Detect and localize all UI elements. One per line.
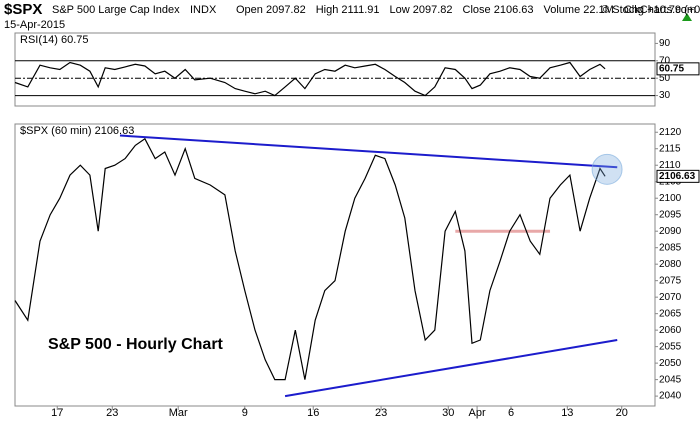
x-tick-label: 20 xyxy=(616,407,628,419)
rsi-panel xyxy=(14,32,656,107)
price-label: $SPX (60 min) 2106.63 xyxy=(20,125,134,137)
price-line xyxy=(14,137,606,381)
y-tick-label: 2075 xyxy=(659,275,682,286)
index-name: S&P 500 Large Cap Index xyxy=(52,4,180,16)
stat: High 2111.91 xyxy=(316,4,380,16)
y-tick-label: 2045 xyxy=(659,374,682,385)
rsi-label: RSI(14) 60.75 xyxy=(20,34,88,46)
x-tick-label: 23 xyxy=(375,407,387,419)
y-tick-label: 2120 xyxy=(659,127,682,138)
y-tick-label: 50 xyxy=(659,73,671,84)
y-tick-label: 90 xyxy=(659,38,671,49)
exchange: INDX xyxy=(190,4,217,16)
y-tick-label: 2110 xyxy=(659,160,681,171)
stat: Low 2097.82 xyxy=(390,4,453,16)
x-tick-label: 16 xyxy=(307,407,319,419)
y-tick-label: 2085 xyxy=(659,242,682,253)
stat: Close 2106.63 xyxy=(463,4,534,16)
source: © StockCharts.com xyxy=(601,4,696,16)
x-tick-label: 30 xyxy=(442,407,454,419)
x-tick-label: 17 xyxy=(51,407,63,419)
price-panel xyxy=(14,123,656,407)
trendline xyxy=(284,339,618,398)
x-tick-label: Apr xyxy=(469,407,486,419)
x-tick-label: 13 xyxy=(561,407,573,419)
stat: Chg +10.79 (+0.51%) xyxy=(624,4,700,16)
last-value: 2106.63 xyxy=(659,171,696,182)
rsi-line xyxy=(14,61,606,97)
y-tick-label: 2115 xyxy=(659,143,681,154)
trendline xyxy=(119,134,618,169)
y-tick-label: 2100 xyxy=(659,193,682,204)
last-value: 60.75 xyxy=(659,63,684,74)
last-value-box xyxy=(656,169,700,183)
x-tick-label: 6 xyxy=(508,407,514,419)
y-tick-label: 2080 xyxy=(659,259,682,270)
x-tick-label: Mar xyxy=(169,407,188,419)
y-tick-label: 30 xyxy=(659,90,671,101)
x-tick-label: 23 xyxy=(106,407,118,419)
y-tick-label: 2040 xyxy=(659,391,682,402)
y-tick-label: 2090 xyxy=(659,226,682,237)
y-tick-label: 2095 xyxy=(659,209,682,220)
y-tick-label: 2065 xyxy=(659,308,682,319)
last-value-box xyxy=(656,62,700,76)
y-tick-label: 70 xyxy=(659,55,671,66)
y-tick-label: 2050 xyxy=(659,358,682,369)
up-arrow xyxy=(682,13,692,21)
symbol: $SPX xyxy=(4,1,42,18)
date: 15-Apr-2015 xyxy=(4,19,65,31)
y-tick-label: 2070 xyxy=(659,292,682,303)
stat: Volume 22.1M xyxy=(544,4,614,16)
annotation: S&P 500 - Hourly Chart xyxy=(48,336,224,353)
y-tick-label: 2055 xyxy=(659,341,682,352)
stat: Open 2097.82 xyxy=(236,4,306,16)
highlight xyxy=(591,153,623,185)
x-tick-label: 9 xyxy=(242,407,248,419)
y-tick-label: 2060 xyxy=(659,325,682,336)
